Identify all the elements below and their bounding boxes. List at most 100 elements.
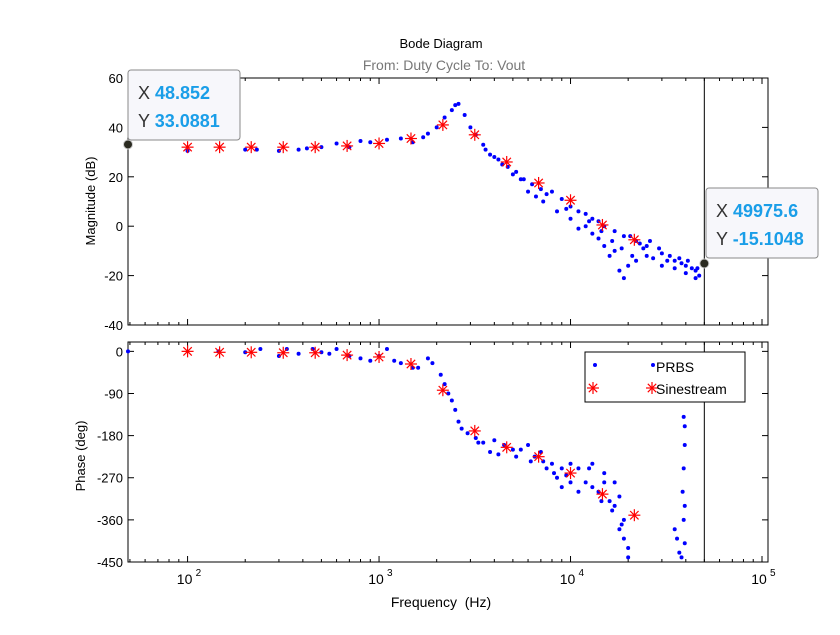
sinestream-point	[373, 350, 386, 363]
prbs-point	[583, 480, 588, 485]
prbs-point	[568, 216, 573, 221]
prbs-point	[621, 536, 626, 541]
legend-prbs-marker	[593, 363, 597, 367]
prbs-point	[602, 480, 607, 485]
sinestream-point	[436, 384, 449, 397]
prbs-point	[559, 197, 564, 202]
prbs-point	[442, 115, 447, 120]
asterisk-stroke	[374, 138, 384, 149]
prbs-point	[465, 431, 470, 436]
prbs-point	[602, 471, 607, 476]
x-tick-label-exponent: 3	[387, 568, 393, 579]
prbs-point	[459, 426, 464, 431]
prbs-point	[681, 466, 686, 471]
prbs-point	[659, 251, 664, 256]
asterisk-stroke	[438, 385, 448, 395]
legend[interactable]: PRBS Sinestream	[584, 351, 746, 403]
prbs-point	[685, 258, 690, 263]
prbs-point	[576, 226, 581, 231]
prbs-point	[496, 452, 501, 457]
prbs-point	[630, 253, 635, 258]
prbs-point	[651, 256, 656, 261]
prbs-point	[683, 271, 688, 276]
prbs-point	[644, 253, 649, 258]
prbs-point	[541, 199, 546, 204]
asterisk-stroke	[246, 347, 256, 357]
prbs-point	[568, 204, 573, 209]
datatip-marker	[699, 258, 710, 269]
prbs-point	[434, 125, 439, 130]
x-tick-label: 10	[177, 571, 193, 587]
legend-sinestream-label: Sinestream	[656, 381, 727, 397]
y-tick-label: 0	[116, 219, 123, 234]
prbs-point	[514, 454, 519, 459]
prbs-point	[681, 414, 686, 419]
prbs-point	[681, 517, 686, 522]
prbs-point	[689, 266, 694, 271]
datatip: X 49975.6 Y -15.1048	[699, 187, 819, 269]
prbs-point	[514, 169, 519, 174]
sinestream-point	[181, 141, 194, 154]
prbs-point	[430, 361, 435, 366]
prbs-point	[564, 206, 569, 211]
x-tick-label-exponent: 2	[196, 568, 202, 579]
prbs-point	[488, 450, 493, 454]
asterisk-stroke	[310, 348, 320, 358]
sinestream-point	[532, 450, 545, 463]
sinestream-point	[628, 233, 641, 246]
asterisk-stroke	[597, 489, 608, 499]
legend-sinestream-marker	[587, 382, 599, 394]
y-tick-label: 20	[109, 170, 123, 185]
prbs-point	[590, 231, 595, 236]
prbs-point	[518, 447, 523, 452]
prbs-point	[607, 499, 612, 504]
x-tick-label: 10	[751, 571, 767, 587]
prbs-point	[695, 266, 700, 271]
prbs-point	[619, 246, 624, 251]
sinestream-point	[468, 424, 481, 437]
prbs-point	[334, 141, 339, 146]
prbs-point	[612, 229, 617, 234]
y-tick-label: -20	[104, 269, 123, 284]
asterisk-stroke	[502, 157, 512, 167]
prbs-point	[665, 258, 670, 263]
prbs-point	[612, 248, 617, 253]
prbs-point	[610, 239, 615, 244]
prbs-point	[243, 147, 248, 152]
prbs-point	[612, 503, 617, 508]
legend-prbs-marker	[651, 363, 655, 367]
x-tick-label: 10	[560, 571, 576, 587]
prbs-point	[549, 461, 554, 466]
prbs-point	[483, 147, 488, 152]
asterisk-stroke	[470, 130, 480, 140]
legend-asterisk	[646, 382, 658, 394]
prbs-point	[612, 480, 617, 485]
asterisk-stroke	[629, 510, 639, 520]
prbs-point	[368, 358, 373, 363]
asterisk-stroke	[533, 452, 544, 462]
prbs-point	[521, 177, 526, 182]
datatip-box	[127, 69, 241, 141]
prbs-point	[693, 276, 698, 281]
sinestream-point	[628, 509, 641, 522]
legend-sinestream-marker	[646, 382, 658, 394]
asterisk-stroke	[278, 142, 288, 152]
prbs-point	[682, 503, 687, 508]
chart-title: Bode Diagram	[399, 36, 482, 51]
prbs-point	[358, 356, 363, 361]
sinestream-point	[245, 346, 258, 359]
prbs-point	[425, 131, 430, 136]
prbs-point	[679, 261, 684, 266]
phase-ylabel: Phase (deg)	[73, 421, 88, 492]
prbs-point	[626, 545, 631, 550]
prbs-point	[555, 209, 560, 214]
prbs-point	[468, 125, 473, 130]
prbs-point	[510, 447, 515, 452]
prbs-point	[647, 239, 652, 244]
prbs-point	[683, 263, 688, 268]
prbs-point	[672, 527, 677, 532]
prbs-point	[544, 466, 549, 471]
prbs-point	[559, 466, 564, 471]
asterisk-stroke	[502, 442, 512, 452]
prbs-point	[449, 108, 454, 113]
